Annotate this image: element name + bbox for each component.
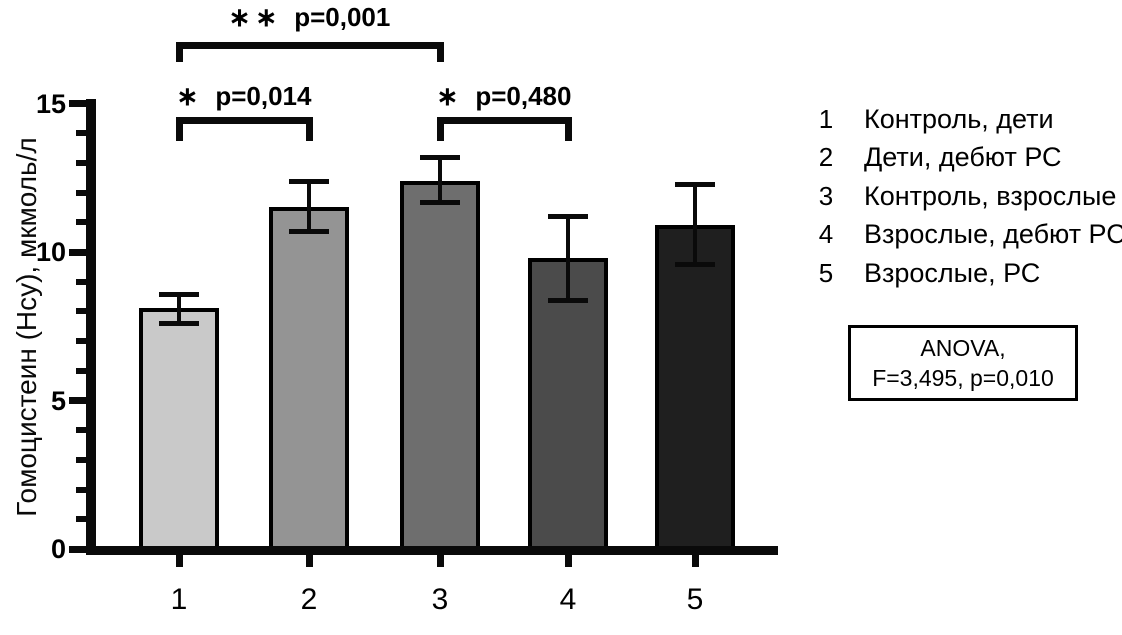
y-minor-tick bbox=[76, 516, 86, 523]
x-tick bbox=[436, 555, 444, 567]
error-bar-line bbox=[438, 156, 442, 202]
y-major-tick bbox=[69, 545, 86, 553]
y-minor-tick bbox=[76, 308, 86, 315]
y-axis-title: Гомоцистеин (Hcy), мкмоль/л bbox=[11, 137, 42, 517]
y-tick-label: 5 bbox=[50, 385, 66, 416]
y-tick-label: 10 bbox=[35, 237, 66, 267]
error-bar-cap-top bbox=[420, 154, 460, 160]
legend-item-3: 3 Контроль, взрослые bbox=[812, 177, 1122, 216]
x-category-label: 1 bbox=[170, 583, 188, 616]
legend-label: Взрослые, дебют РС bbox=[864, 219, 1122, 250]
significance-label-1-3: ∗∗ p=0,001 bbox=[229, 2, 391, 33]
y-major-tick bbox=[69, 397, 86, 404]
y-major-tick bbox=[69, 248, 86, 256]
error-bar-cap-top bbox=[159, 291, 199, 297]
legend-item-1: 1 Контроль, дети bbox=[812, 100, 1122, 139]
x-category-label: 2 bbox=[300, 583, 318, 616]
bar-group-4 bbox=[528, 257, 608, 553]
significance-label-1-2: ∗ p=0,014 bbox=[177, 81, 312, 112]
legend-key: 5 bbox=[818, 257, 834, 288]
legend-key: 2 bbox=[818, 142, 834, 173]
y-axis-line bbox=[86, 99, 96, 555]
y-minor-tick bbox=[76, 189, 86, 196]
anova-box: ANOVA, F=3,495, p=0,010 bbox=[848, 325, 1078, 401]
error-bar-line bbox=[307, 180, 311, 232]
y-minor-tick bbox=[76, 367, 86, 374]
error-bar-cap-top bbox=[675, 181, 715, 187]
legend-label: Взрослые, РС bbox=[864, 257, 1041, 288]
x-tick bbox=[691, 555, 699, 567]
significance-stars: ∗ bbox=[176, 81, 204, 111]
y-minor-tick bbox=[76, 456, 86, 463]
legend-item-5: 5 Взрослые, РС bbox=[812, 254, 1122, 293]
y-minor-tick bbox=[76, 338, 86, 345]
error-bar-line bbox=[566, 216, 570, 300]
y-minor-tick bbox=[76, 278, 86, 285]
error-bar-line bbox=[693, 183, 697, 264]
error-bar-cap-bottom bbox=[548, 297, 588, 303]
legend-label: Контроль, взрослые bbox=[864, 180, 1117, 211]
bar-group-5 bbox=[655, 225, 735, 553]
legend-label: Дети, дебют РС bbox=[864, 142, 1062, 173]
y-minor-tick bbox=[76, 159, 86, 166]
significance-p-value: p=0,014 bbox=[215, 81, 312, 111]
significance-stars: ∗∗ bbox=[228, 2, 283, 32]
y-minor-tick bbox=[76, 486, 86, 493]
x-category-label: 3 bbox=[431, 583, 449, 616]
y-major-tick bbox=[69, 100, 86, 107]
bar-group-1 bbox=[139, 308, 219, 553]
y-minor-tick bbox=[76, 130, 86, 137]
significance-label-3-4: ∗ p=0,480 bbox=[437, 81, 572, 112]
bar-chart: Гомоцистеин (Hcy), мкмоль/л 0 5 10 15 1 2 3 4 5 ∗… bbox=[11, 2, 778, 616]
bar-group-2 bbox=[269, 207, 349, 553]
significance-p-value: p=0,001 bbox=[294, 2, 391, 32]
error-bar-line bbox=[177, 293, 181, 324]
legend-key: 4 bbox=[818, 219, 834, 250]
legend-key: 1 bbox=[818, 103, 834, 134]
significance-bracket-3-4 bbox=[436, 117, 572, 141]
bar-group-3 bbox=[400, 180, 480, 553]
anova-line1: ANOVA, bbox=[920, 335, 1006, 361]
significance-bracket-1-2 bbox=[175, 117, 313, 141]
significance-bracket-1-3 bbox=[175, 42, 444, 62]
x-axis-line bbox=[86, 546, 778, 555]
legend-label: Контроль, дети bbox=[864, 103, 1054, 134]
error-bar-cap-bottom bbox=[289, 229, 329, 235]
error-bar-cap-bottom bbox=[420, 199, 460, 205]
y-tick-label: 0 bbox=[50, 534, 66, 564]
significance-stars: ∗ bbox=[436, 81, 464, 111]
error-bar-cap-top bbox=[289, 178, 329, 184]
x-tick bbox=[175, 555, 183, 567]
error-bar-cap-bottom bbox=[675, 261, 715, 267]
legend-item-4: 4 Взрослые, дебют РС bbox=[812, 216, 1122, 255]
y-minor-tick bbox=[76, 427, 86, 434]
y-minor-tick bbox=[76, 219, 86, 226]
anova-line2: F=3,495, p=0,010 bbox=[872, 365, 1054, 391]
significance-p-value: p=0,480 bbox=[475, 81, 572, 111]
legend-item-2: 2 Дети, дебют РС bbox=[812, 139, 1122, 178]
legend: 1 Контроль, дети 2 Дети, дебют РС 3 Контроль,… bbox=[812, 100, 1122, 293]
x-tick bbox=[305, 555, 313, 567]
x-category-label: 5 bbox=[686, 583, 704, 616]
legend-key: 3 bbox=[818, 180, 834, 211]
x-tick bbox=[564, 555, 572, 567]
error-bar-cap-top bbox=[548, 214, 588, 220]
error-bar-cap-bottom bbox=[159, 321, 199, 327]
x-category-label: 4 bbox=[559, 583, 577, 616]
y-tick-label: 15 bbox=[35, 88, 66, 119]
